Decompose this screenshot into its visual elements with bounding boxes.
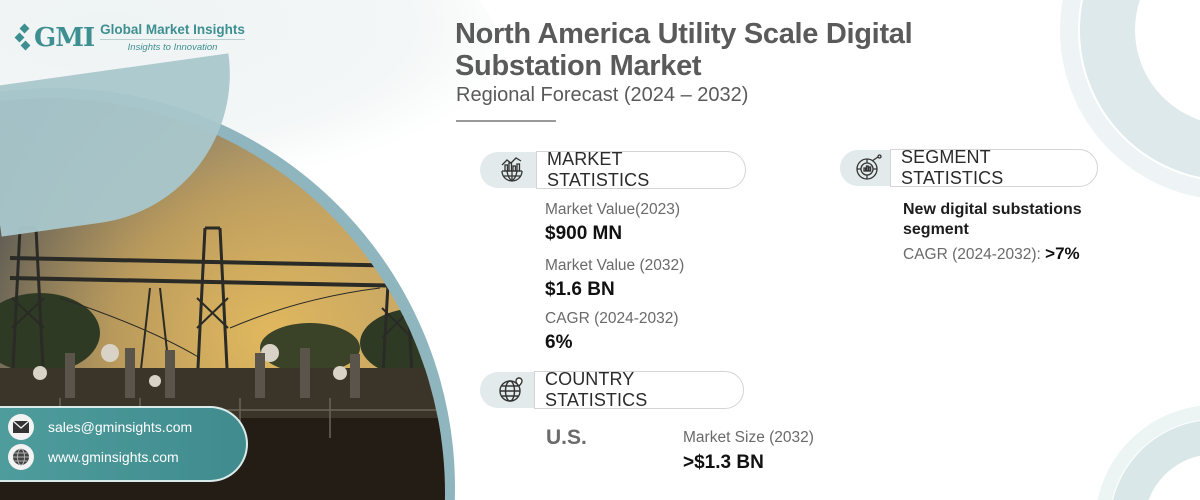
market-value-2032-label: Market Value (2032) [545,257,685,274]
brand-name: Global Market Insights [100,22,245,40]
logo-diamonds-icon [14,23,32,51]
segment-statistics-header: SEGMENT STATISTICS [840,147,1098,188]
cagr-value: 6% [545,332,573,353]
chart-globe-icon [480,152,544,188]
title-line-1: North America Utility Scale Digital [455,18,913,50]
cagr-label: CAGR (2024-2032) [545,310,679,327]
globe-pin-icon [480,372,542,408]
country-market-size-value: >$1.3 BN [683,452,764,473]
pie-chart-target-icon [840,150,898,186]
segment-name-line-1: New digital substations [903,201,1082,218]
contact-website-row[interactable]: www.gminsights.com [8,444,179,470]
segment-name-line-2: segment [903,221,969,238]
segment-cagr-label: CAGR (2024-2032): [903,246,1046,263]
contact-email-row[interactable]: sales@gminsights.com [8,414,192,440]
title-divider [456,120,556,122]
country-statistics-heading: COUNTRY STATISTICS [545,369,648,410]
title-line-2: Substation Market [455,50,702,82]
country-market-size-label: Market Size (2032) [683,429,814,446]
segment-cagr: CAGR (2024-2032): >7% [903,244,1080,264]
market-value-2032: $1.6 BN [545,279,615,300]
segment-name: New digital substations segment [903,200,1082,240]
country-statistics-header: COUNTRY STATISTICS [480,369,744,410]
page-subtitle: Regional Forecast (2024 – 2032) [456,84,749,106]
market-statistics-header: MARKET STATISTICS [480,149,746,190]
segment-cagr-value: >7% [1045,244,1080,263]
market-statistics-heading: MARKET STATISTICS [547,149,650,190]
segment-statistics-heading: SEGMENT STATISTICS [901,147,1004,188]
contact-panel: sales@gminsights.com www.gminsights.com [0,406,248,482]
page-title: North America Utility Scale Digital Subs… [455,18,913,82]
logo-mark: GMI [34,23,95,53]
contact-website[interactable]: www.gminsights.com [48,449,179,465]
globe-icon [8,444,34,470]
brand-tagline: Insights to Innovation [127,42,218,53]
gmi-logo: GMI Global Market Insights Insights to I… [14,22,245,54]
market-value-2023-label: Market Value(2023) [545,201,680,218]
envelope-icon [8,414,34,440]
market-value-2023: $900 MN [545,223,623,244]
contact-email[interactable]: sales@gminsights.com [48,419,193,435]
country-name: U.S. [546,426,587,449]
